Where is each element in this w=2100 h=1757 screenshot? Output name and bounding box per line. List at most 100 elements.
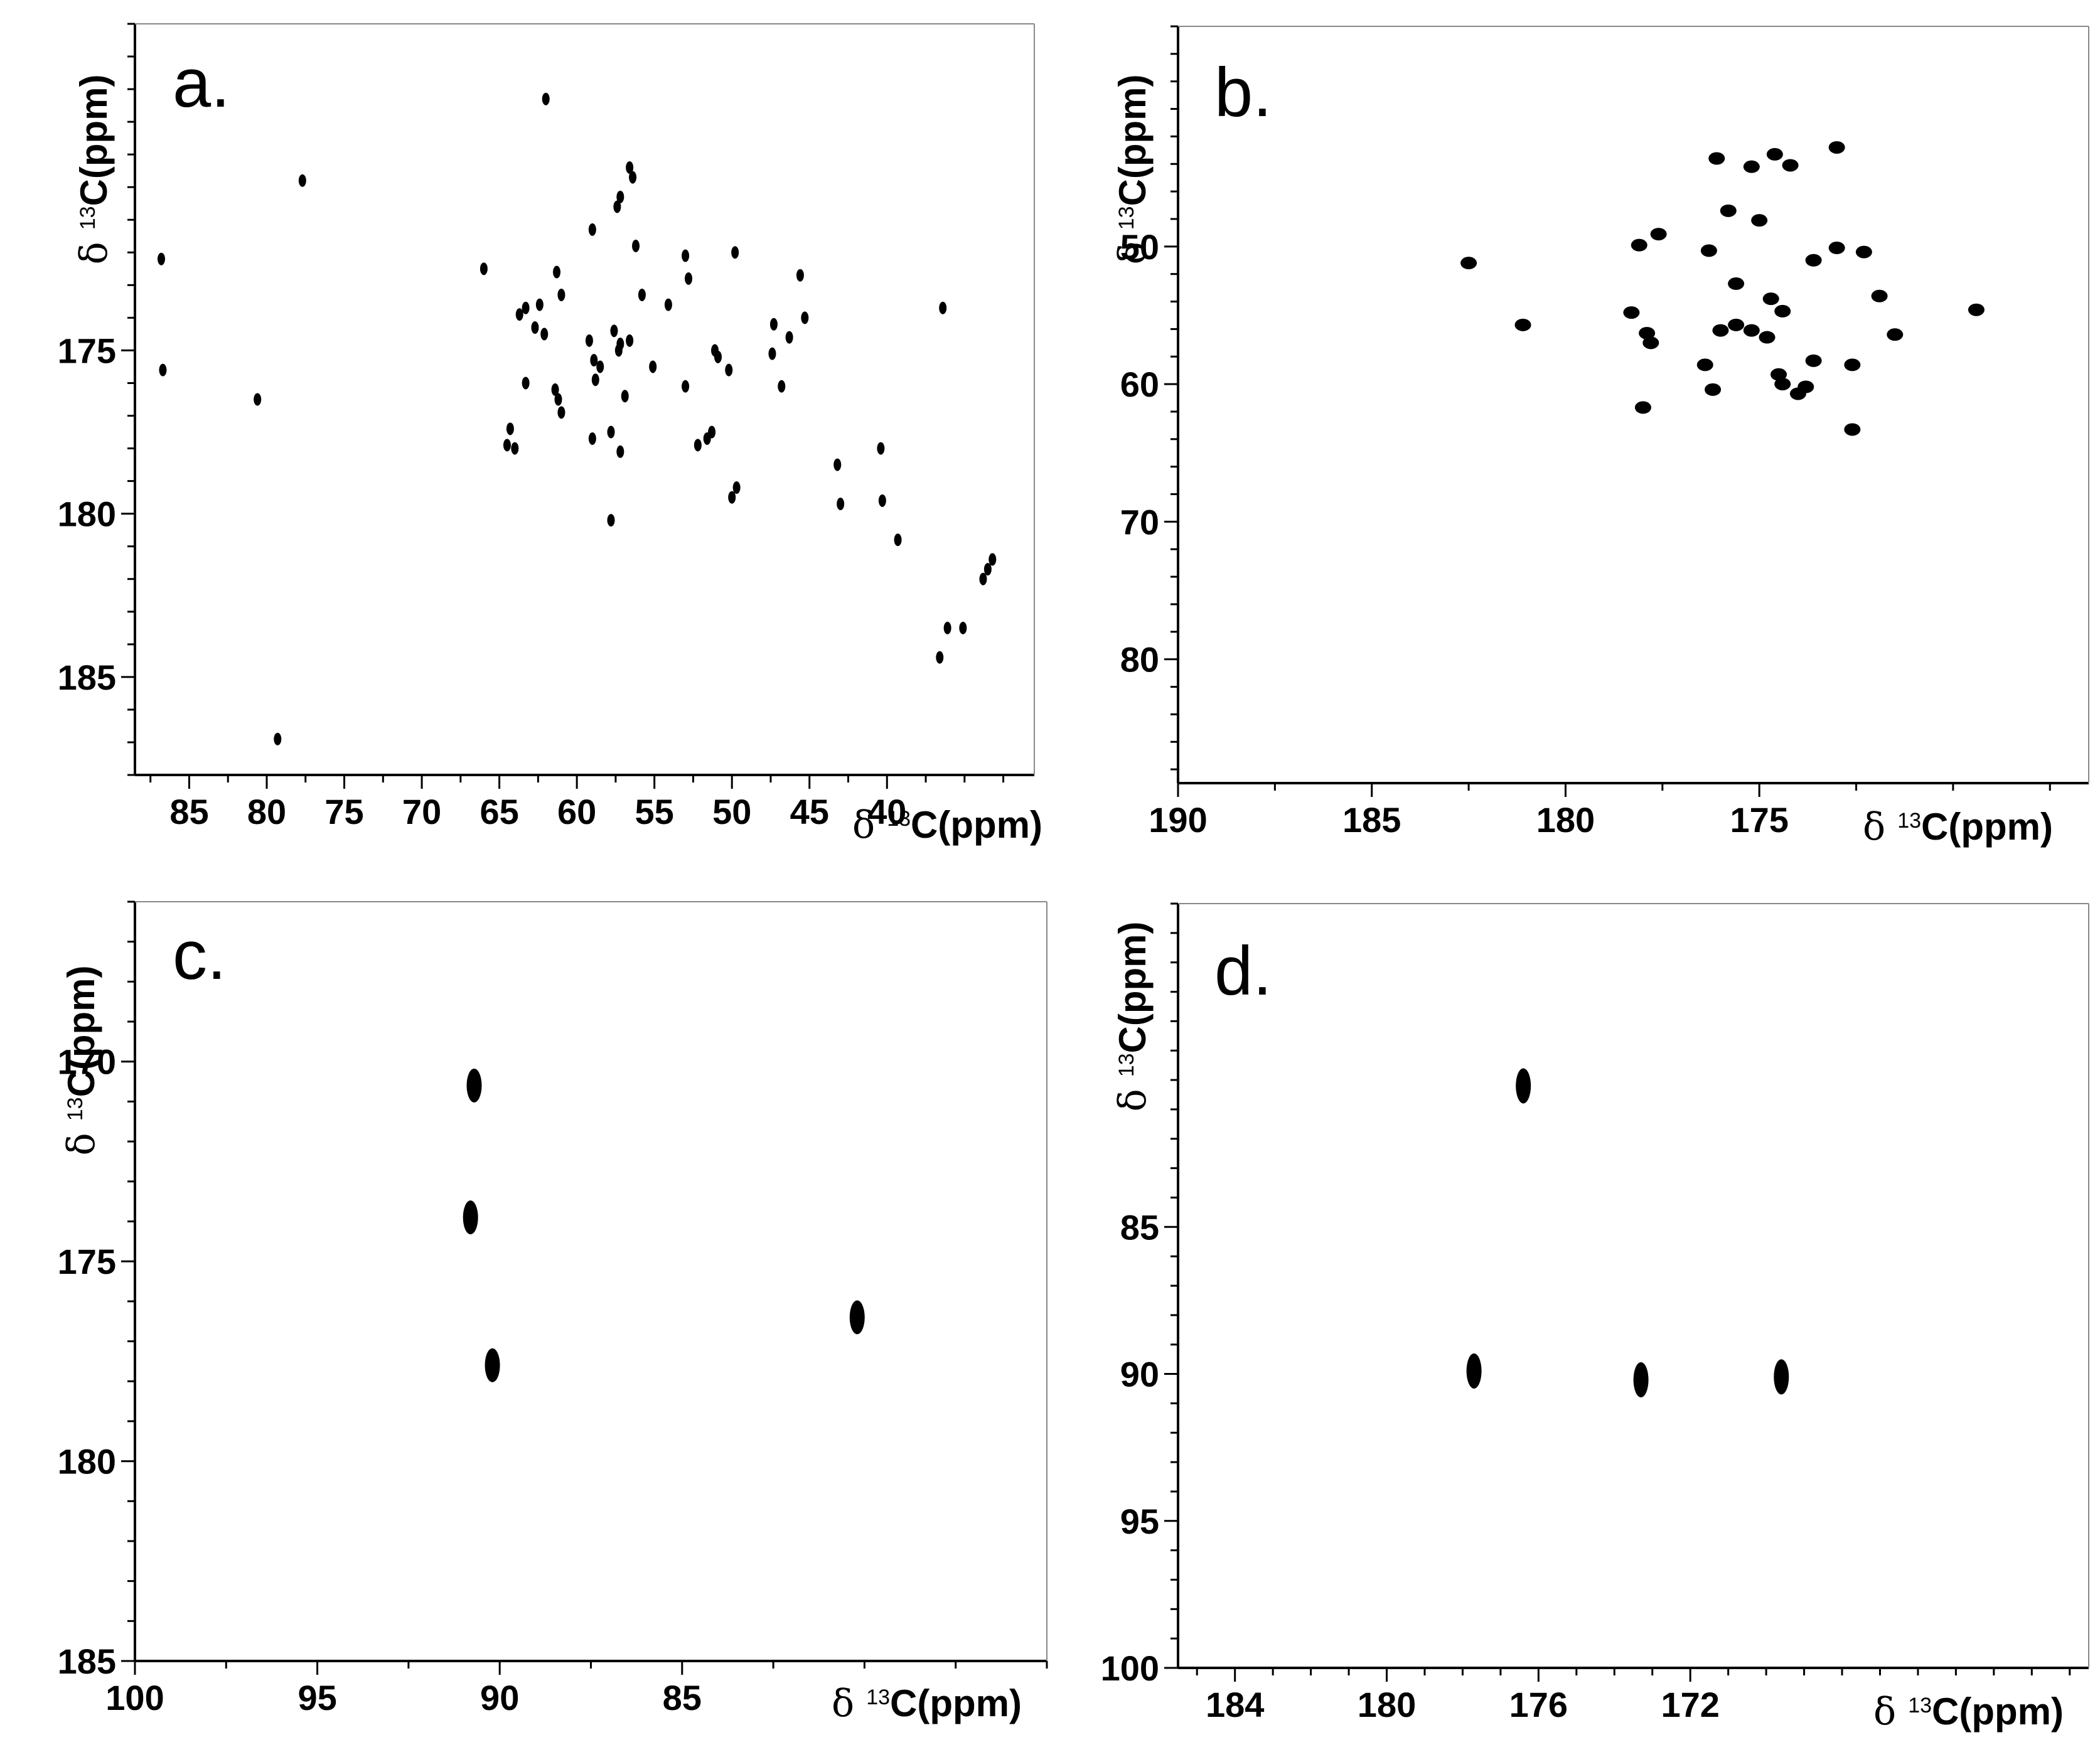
- nmr-peak: [585, 334, 593, 347]
- nmr-peak: [878, 494, 886, 507]
- nmr-peak: [557, 288, 565, 301]
- nmr-peak: [1720, 204, 1737, 217]
- nmr-peak: [894, 533, 902, 547]
- y-tick-label: 85: [1120, 1207, 1159, 1247]
- nmr-peak: [1762, 292, 1779, 306]
- nmr-peak: [613, 200, 621, 213]
- nmr-peak: [731, 246, 739, 259]
- nmr-peak: [725, 363, 733, 376]
- x-tick-label: 80: [247, 792, 286, 831]
- panel-c-letter: c.: [173, 917, 227, 994]
- nmr-peak: [588, 223, 596, 236]
- nmr-peak: [626, 334, 634, 347]
- x-tick-label: 180: [1358, 1685, 1416, 1724]
- nmr-peak: [616, 445, 624, 458]
- nmr-peak: [515, 308, 523, 321]
- panel-b-letter: b.: [1214, 54, 1272, 131]
- y-tick-label: 70: [1120, 502, 1159, 542]
- y-tick-label: 175: [58, 331, 116, 370]
- nmr-peak: [1759, 331, 1776, 344]
- nmr-peak: [614, 344, 623, 357]
- nmr-peak: [1782, 159, 1799, 172]
- nmr-peak: [610, 324, 618, 338]
- nmr-peak: [1514, 318, 1531, 331]
- x-tick-label: 190: [1149, 800, 1207, 840]
- panel-2-frame: [121, 900, 1048, 1675]
- nmr-peak: [158, 252, 166, 265]
- nmr-peak: [728, 491, 736, 504]
- nmr-peak: [638, 288, 646, 301]
- nmr-peak: [159, 363, 167, 376]
- nmr-peak: [768, 347, 776, 360]
- x-tick-label: 184: [1206, 1685, 1264, 1724]
- nmr-peak: [553, 265, 561, 279]
- panel-a-letter: a.: [173, 45, 230, 122]
- nmr-peak: [540, 328, 549, 341]
- nmr-peak: [522, 376, 530, 390]
- nmr-peak: [531, 321, 539, 334]
- x-tick-label: 45: [790, 792, 829, 831]
- nmr-peak: [557, 406, 565, 419]
- nmr-peak: [1631, 238, 1647, 252]
- nmr-peak: [607, 514, 615, 527]
- panel-1-frame: [1164, 25, 2089, 797]
- nmr-peak: [542, 92, 550, 105]
- panel-a-x-axis-label: δ 13C(ppm): [852, 803, 1042, 847]
- nmr-peak: [1797, 380, 1814, 393]
- nmr-peak: [694, 439, 702, 452]
- panel-c-x-axis-label: δ 13C(ppm): [832, 1682, 1022, 1726]
- x-tick-label: 65: [479, 792, 518, 831]
- y-tick-label: 50: [1120, 227, 1159, 267]
- nmr-peak: [833, 458, 842, 471]
- nmr-peak: [1855, 245, 1872, 259]
- nmr-peak: [616, 190, 624, 203]
- nmr-peak: [1828, 242, 1845, 255]
- nmr-peak: [551, 383, 559, 396]
- panel-b-y-axis-label: δ 13C(ppm): [1111, 75, 1155, 265]
- x-tick-label: 176: [1509, 1685, 1568, 1724]
- y-tick-label: 90: [1120, 1355, 1159, 1394]
- nmr-peak: [708, 425, 716, 439]
- panel-2-peaks: [463, 1068, 865, 1382]
- nmr-peak: [479, 262, 488, 275]
- panel-d: d. δ 13C(ppm) δ 13C(ppm) 184 180 176 172 85 9…: [1101, 902, 2089, 1734]
- nmr-peak: [588, 432, 596, 445]
- nmr-peak: [485, 1348, 500, 1382]
- nmr-peak: [1774, 1359, 1789, 1395]
- panel-b-x-axis-label: δ 13C(ppm): [1863, 805, 2053, 849]
- nmr-peak: [778, 380, 786, 393]
- panel-d-letter: d.: [1214, 932, 1272, 1010]
- panel-0-peaks: [158, 92, 997, 745]
- nmr-peak: [1696, 358, 1713, 371]
- nmr-peak: [1771, 368, 1787, 381]
- nmr-peak: [511, 442, 519, 455]
- nmr-peak: [685, 272, 693, 285]
- nmr-peak: [936, 651, 944, 664]
- x-tick-label: 70: [402, 792, 441, 831]
- nmr-peak: [1700, 244, 1717, 257]
- nmr-peak: [466, 1068, 482, 1103]
- nmr-peak: [1642, 336, 1659, 350]
- nmr-peak: [1774, 304, 1791, 318]
- y-tick-label: 95: [1120, 1502, 1159, 1541]
- nmr-peak: [1774, 378, 1791, 391]
- nmr-peak: [632, 239, 640, 252]
- x-tick-label: 85: [169, 792, 208, 831]
- panel-3-frame: [1164, 902, 2089, 1682]
- panel-c: c. δ 13C(ppm) δ 13C(ppm) 100 95 90 85 170 175…: [58, 900, 1048, 1726]
- nmr-peak: [596, 360, 604, 373]
- y-tick-label: 180: [58, 1442, 116, 1482]
- x-tick-label: 100: [105, 1678, 164, 1717]
- nmr-peak: [1751, 214, 1768, 227]
- nmr-peak: [682, 380, 690, 393]
- nmr-peak: [629, 171, 637, 184]
- nmr-peak: [877, 442, 885, 455]
- panel-a-y-axis-label: δ 13C(ppm): [72, 75, 116, 265]
- nmr-peak: [1634, 401, 1651, 414]
- nmr-peak: [298, 174, 306, 187]
- nmr-peak: [959, 621, 967, 634]
- y-tick-label: 170: [58, 1042, 116, 1082]
- nmr-peak: [1743, 324, 1760, 337]
- nmr-peak: [983, 563, 992, 576]
